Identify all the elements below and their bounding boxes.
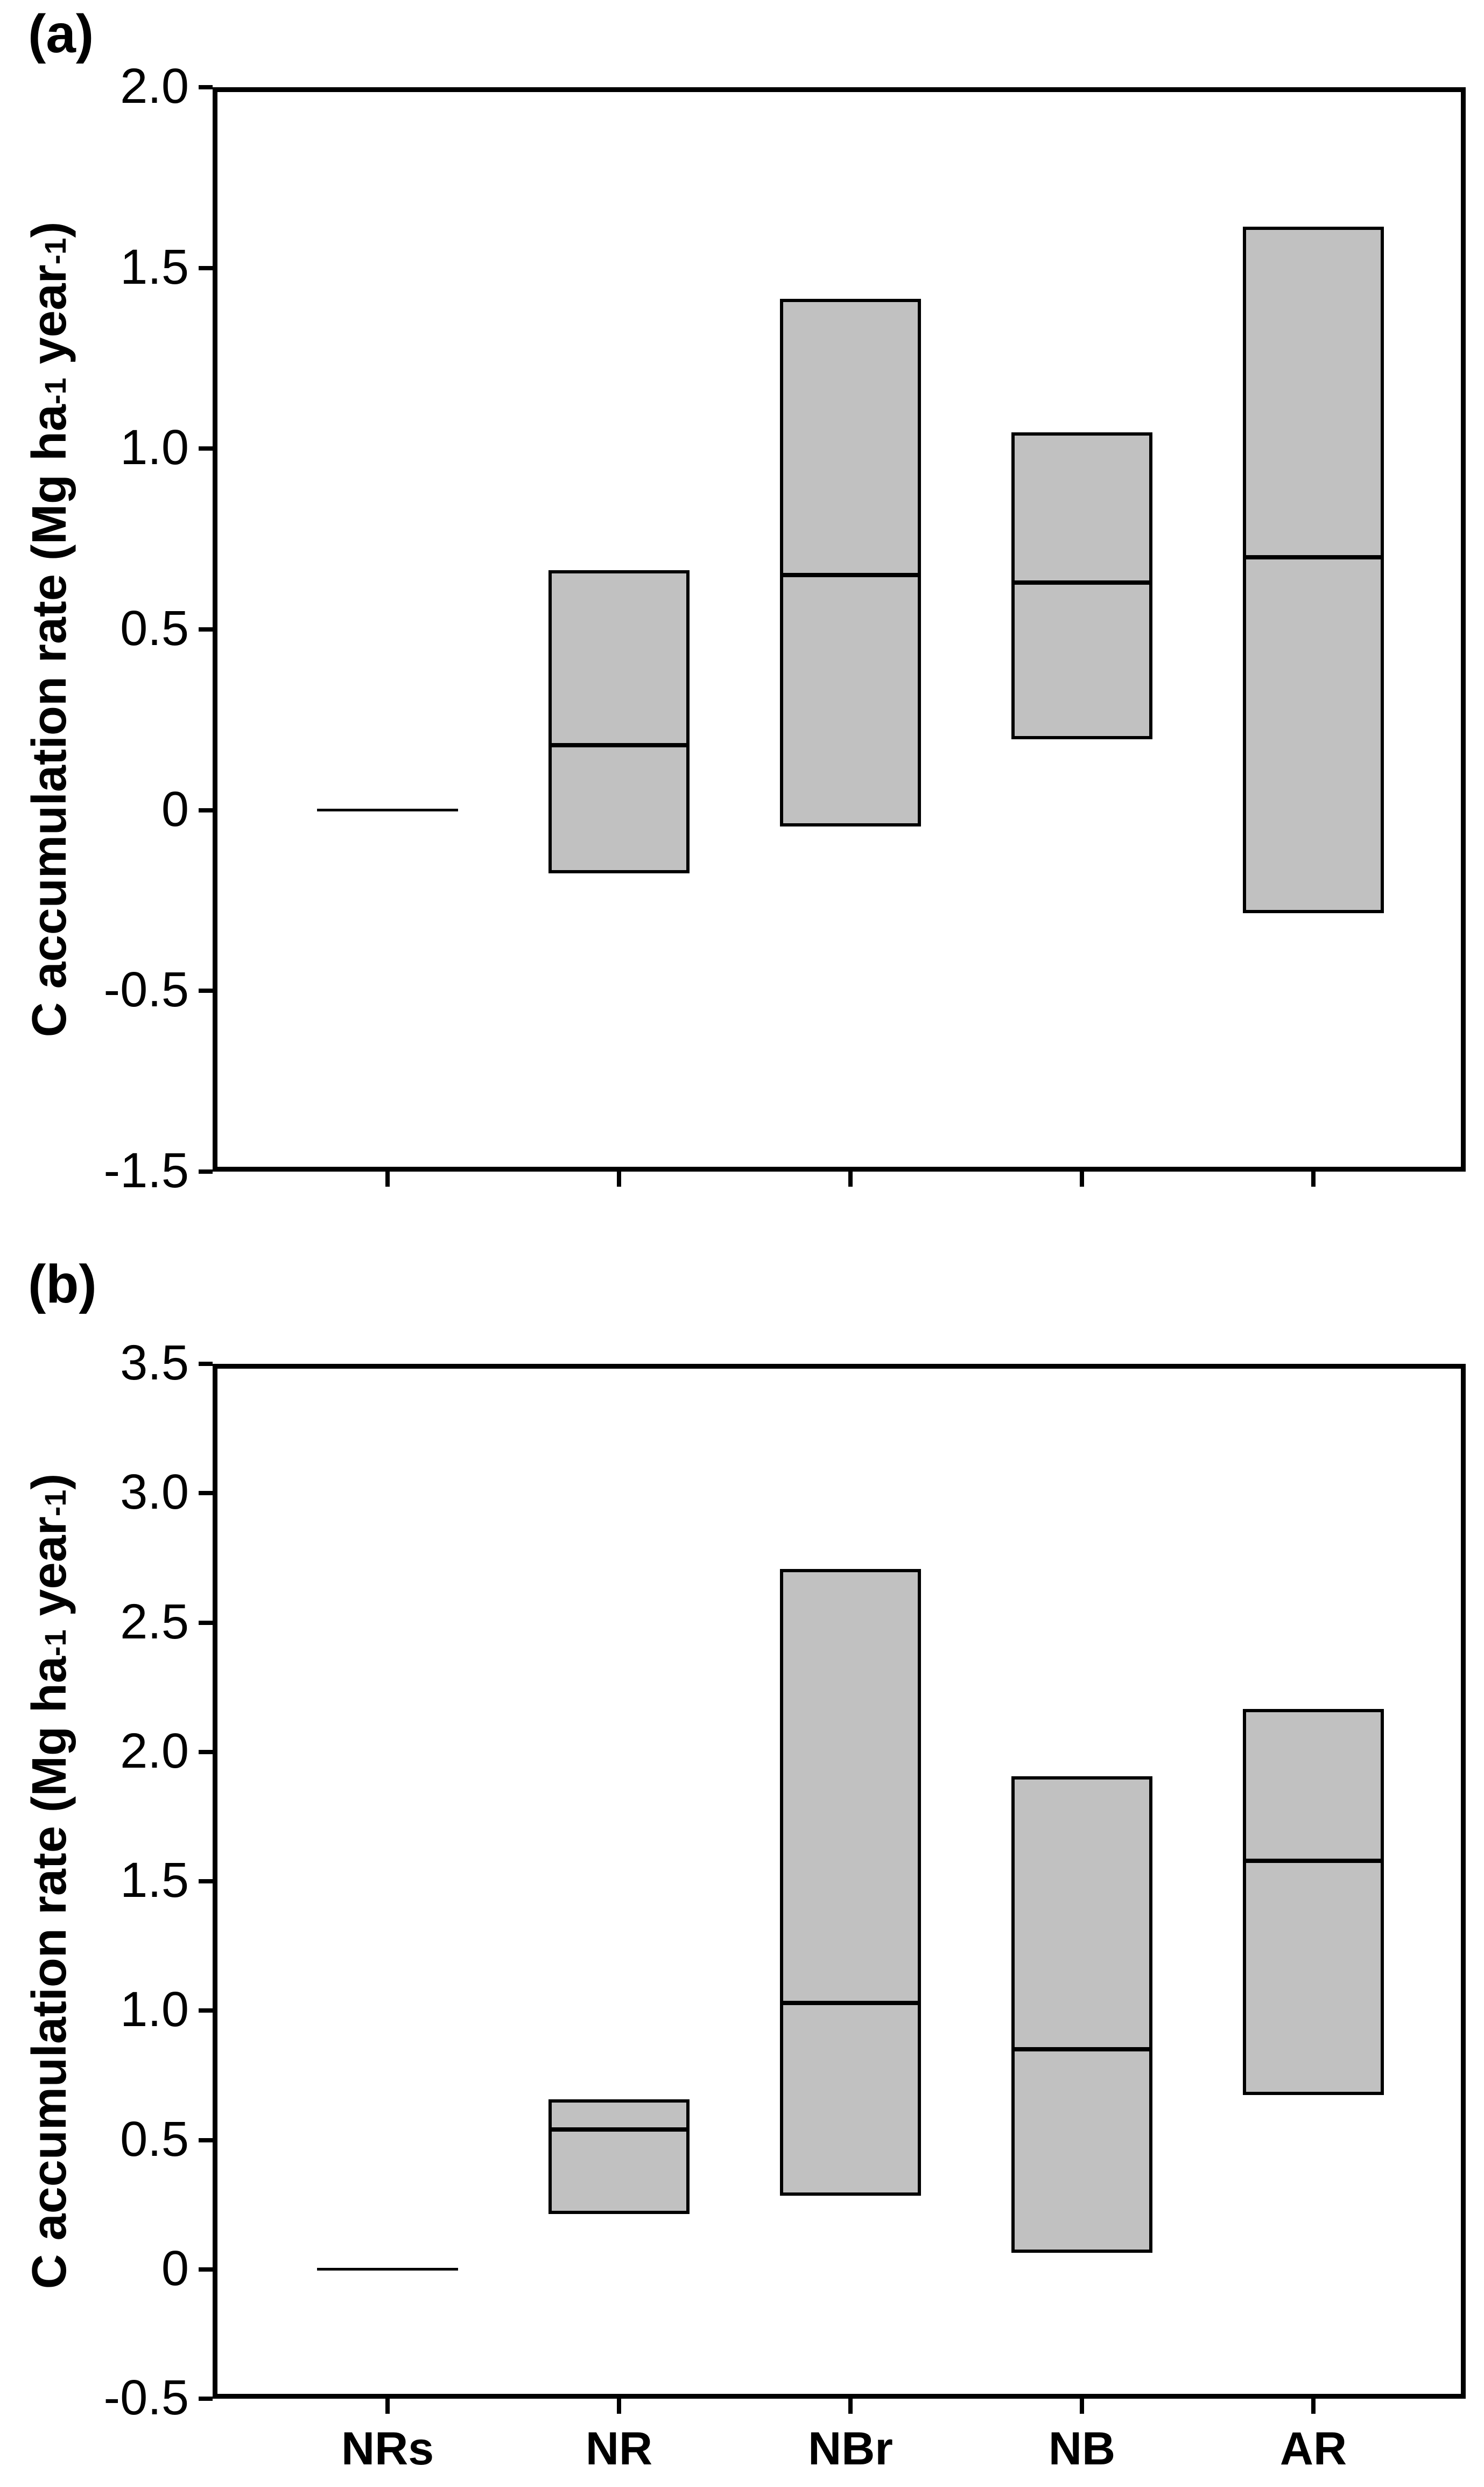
category-label-AR: AR [1279, 2423, 1347, 2475]
x-tick-mark [385, 2399, 390, 2414]
y-tick-mark [199, 1169, 213, 1174]
median-line-NBr-panel-a [783, 573, 918, 578]
y-tick-mark [199, 808, 213, 812]
y-tick-label: 0 [161, 781, 189, 837]
range-box-AR-panel-a [1243, 226, 1384, 913]
y-tick-mark [199, 627, 213, 632]
x-tick-mark [1080, 2399, 1084, 2414]
zero-line-NRs-panel-b [317, 2268, 458, 2271]
y-axis-title-text: C accumulation rate (Mg ha [23, 404, 76, 1038]
y-tick-label: 1.5 [120, 1853, 189, 1908]
category-label-NB: NB [1048, 2423, 1116, 2475]
y-tick-label: -0.5 [103, 962, 189, 1018]
x-tick-mark [848, 1172, 853, 1187]
range-box-NB-panel-b [1011, 1776, 1152, 2253]
range-box-NB-panel-a [1011, 432, 1152, 740]
y-tick-mark [199, 2008, 213, 2013]
y-tick-label: 0 [161, 2240, 189, 2296]
x-tick-mark [1311, 1172, 1316, 1187]
median-line-AR-panel-a [1246, 555, 1381, 559]
y-tick-mark [199, 2397, 213, 2401]
y-tick-mark [199, 265, 213, 270]
y-tick-mark [199, 2267, 213, 2272]
median-line-NB-panel-b [1015, 2047, 1149, 2052]
y-tick-label: 2.0 [120, 1723, 189, 1778]
y-tick-label: 3.0 [120, 1465, 189, 1520]
x-tick-mark [1080, 1172, 1084, 1187]
median-line-NR-panel-b [552, 2127, 686, 2132]
y-tick-mark [199, 989, 213, 993]
y-tick-label: 1.0 [120, 1982, 189, 2037]
y-tick-mark [199, 1491, 213, 1496]
zero-line-NRs-panel-a [317, 809, 458, 812]
category-label-NBr: NBr [808, 2423, 893, 2475]
y-tick-mark [199, 1362, 213, 1366]
range-box-NR-panel-a [548, 570, 690, 873]
range-box-NBr-panel-b [780, 1569, 921, 2196]
x-tick-mark [617, 2399, 621, 2414]
y-tick-mark [199, 1620, 213, 1625]
y-tick-mark [199, 2138, 213, 2142]
y-tick-label: 1.5 [120, 239, 189, 295]
y-axis-title-text: ) [23, 221, 76, 238]
panel-b-letter: (b) [28, 1254, 97, 1314]
median-line-AR-panel-b [1246, 1858, 1381, 1863]
y-tick-label: 3.5 [120, 1335, 189, 1391]
median-line-NB-panel-a [1015, 580, 1149, 585]
y-tick-label: 0.5 [120, 2111, 189, 2167]
range-box-AR-panel-b [1243, 1708, 1384, 2095]
median-line-NBr-panel-b [783, 2000, 918, 2005]
y-tick-mark [199, 1879, 213, 1883]
range-box-NR-panel-b [548, 2099, 690, 2215]
y-tick-mark [199, 446, 213, 451]
y-tick-label: -1.5 [103, 1143, 189, 1199]
category-label-NR: NR [585, 2423, 653, 2475]
category-label-NRs: NRs [341, 2423, 434, 2475]
y-tick-mark [199, 1749, 213, 1754]
plot-frame-panel-b [213, 1364, 1466, 2399]
y-tick-label: 2.5 [120, 1594, 189, 1649]
y-tick-label: 2.0 [120, 59, 189, 114]
plot-frame-panel-a [213, 87, 1466, 1172]
y-tick-label: 1.0 [120, 420, 189, 475]
x-tick-mark [617, 1172, 621, 1187]
y-tick-label: 0.5 [120, 601, 189, 656]
x-tick-mark [848, 2399, 853, 2414]
superscript-minus-one: -1 [38, 377, 72, 405]
x-tick-mark [1311, 2399, 1316, 2414]
median-line-NR-panel-a [552, 742, 686, 747]
y-tick-mark [199, 85, 213, 89]
x-tick-mark [385, 1172, 390, 1187]
range-box-NBr-panel-a [780, 299, 921, 826]
panel-a-letter: (a) [28, 4, 94, 64]
y-tick-label: -0.5 [103, 2370, 189, 2426]
